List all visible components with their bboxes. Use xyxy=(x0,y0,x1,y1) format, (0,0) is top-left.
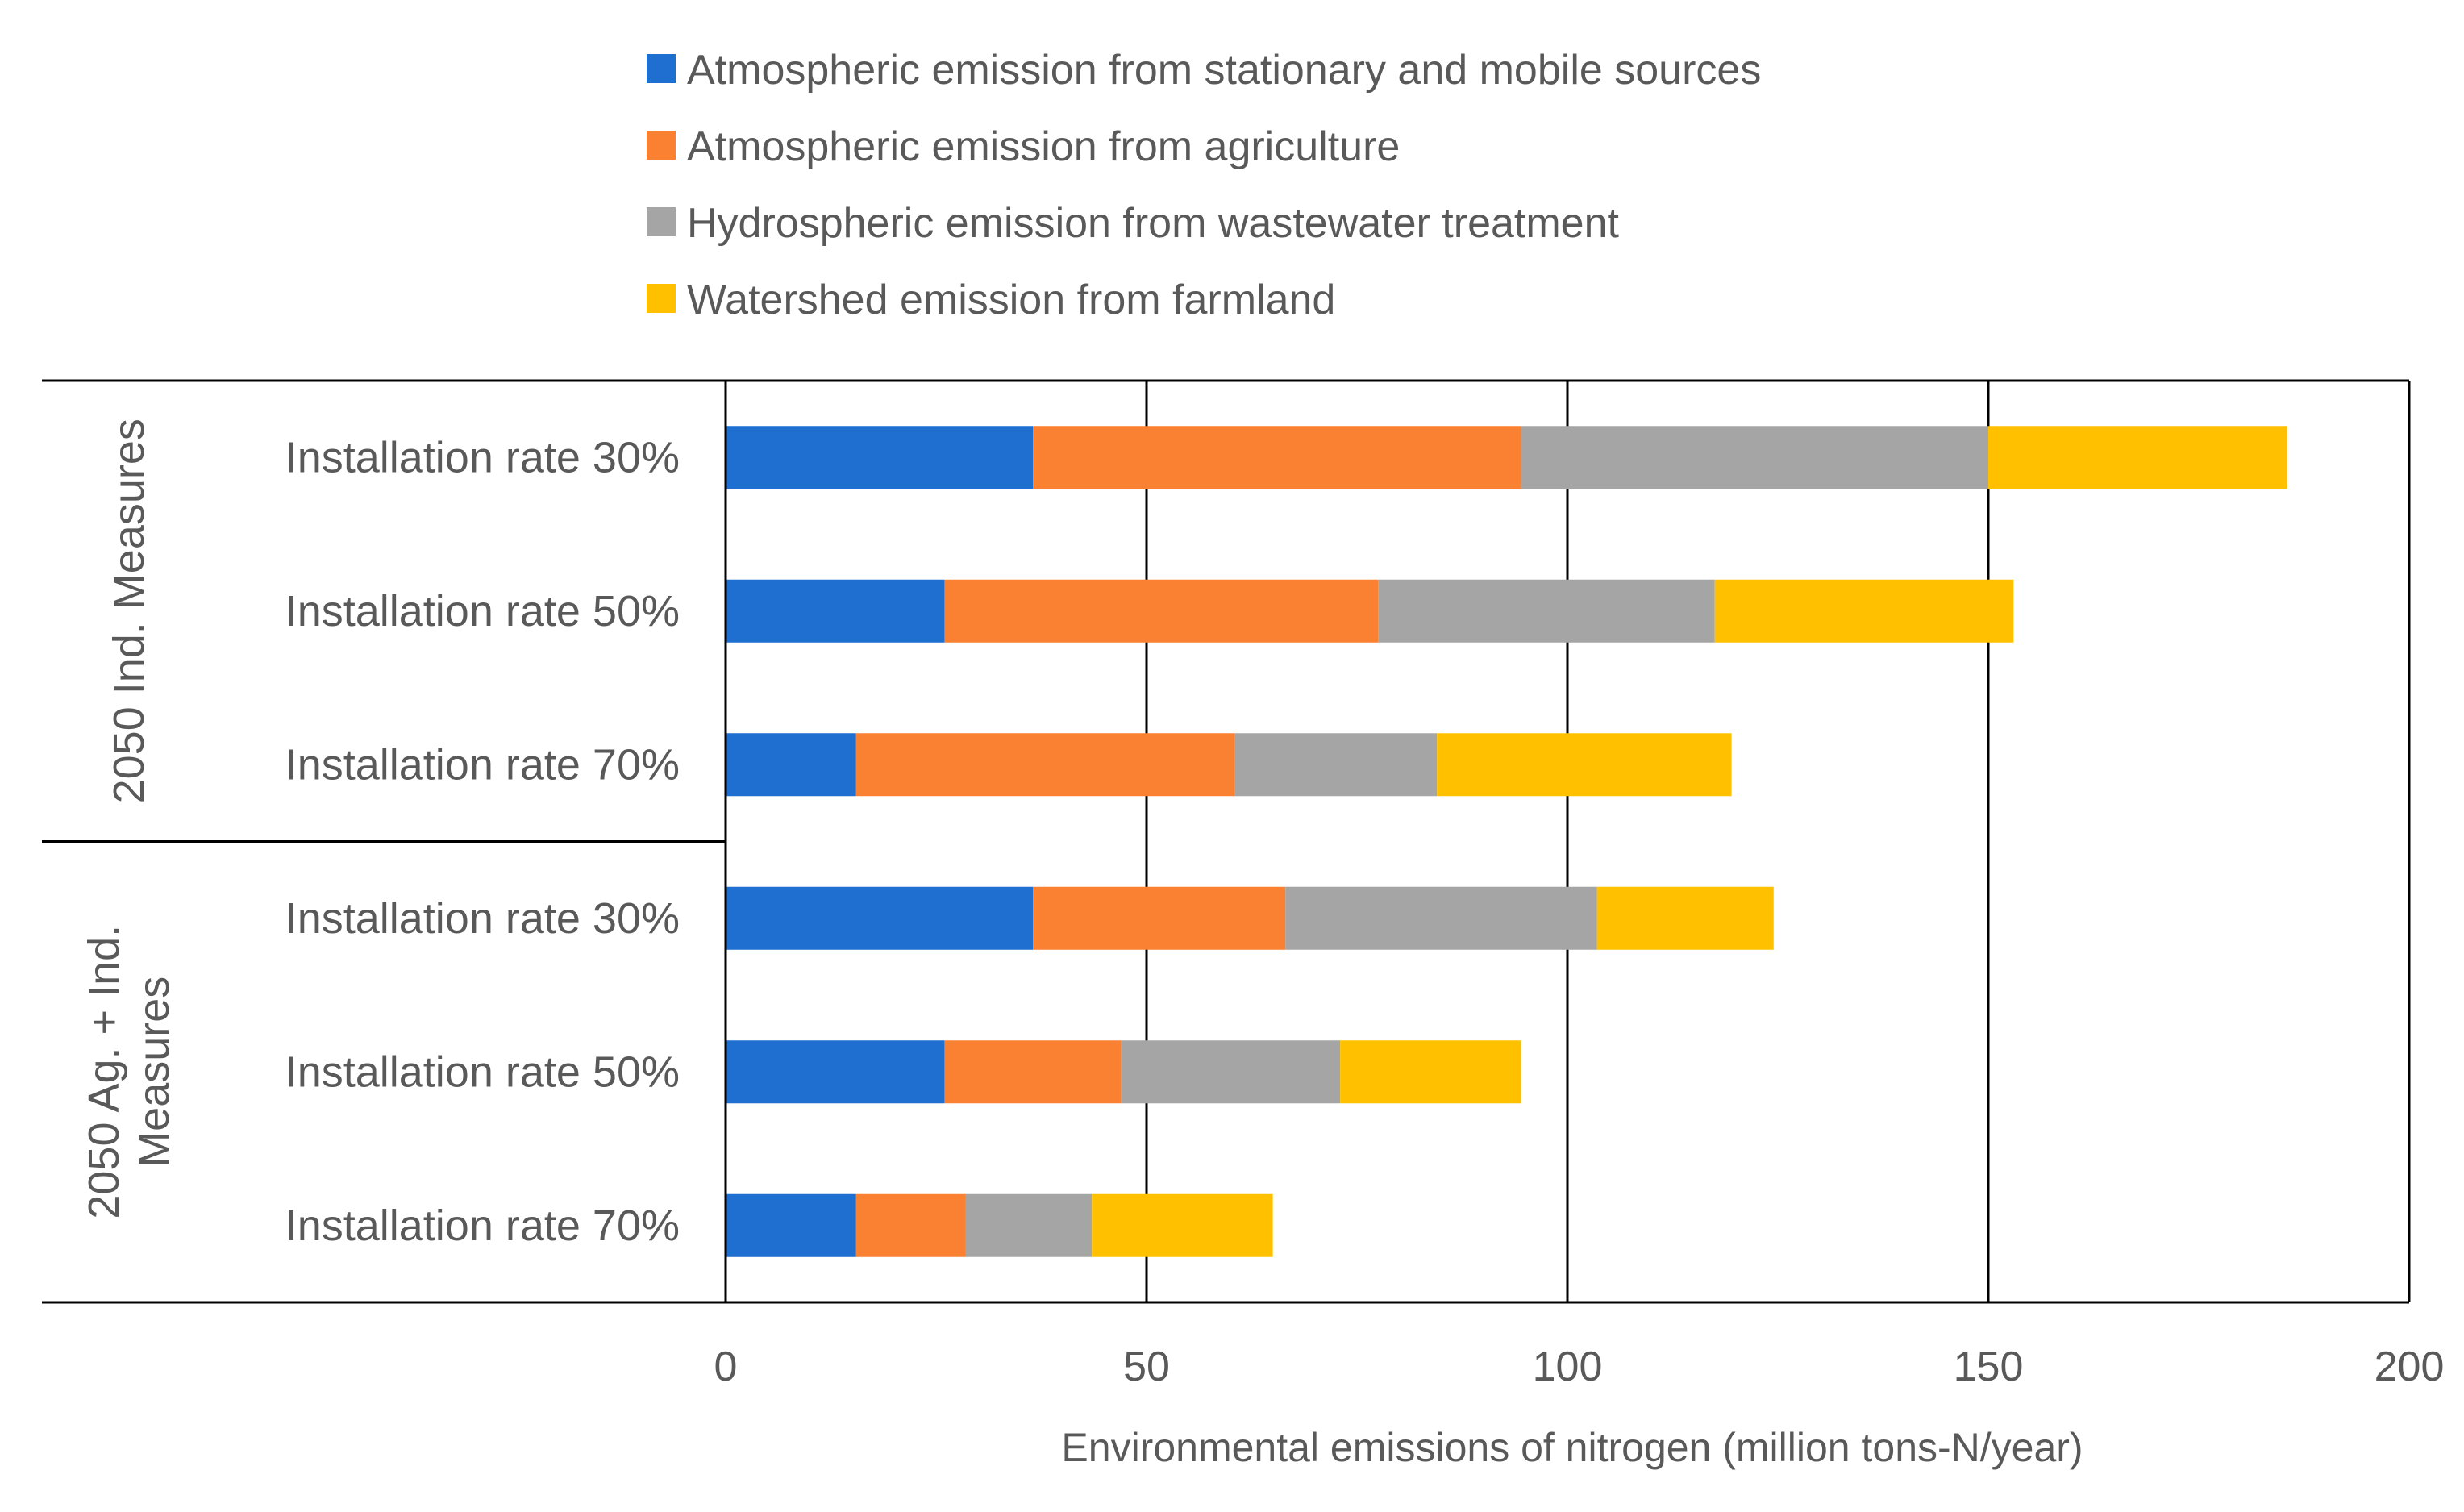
x-tick-200: 200 xyxy=(2375,1343,2445,1390)
group-label-2-line1: 2050 Ag. + Ind. xyxy=(80,925,128,1219)
bar-row3-series2 xyxy=(855,733,1235,797)
bar-row3-series1 xyxy=(726,733,856,797)
bar-row3-series3 xyxy=(1234,733,1438,797)
legend-swatch-1 xyxy=(647,54,676,83)
category-label-2: Installation rate 50% xyxy=(285,587,680,635)
legend-swatch-2 xyxy=(647,131,676,160)
bar-row6-series4 xyxy=(1092,1193,1273,1257)
legend-swatch-4 xyxy=(647,284,676,313)
legend-label-4: Watershed emission from farmland xyxy=(687,277,1335,323)
bar-row4-series2 xyxy=(1033,886,1286,950)
bar-row2-series2 xyxy=(944,579,1379,643)
bar-row5-series4 xyxy=(1340,1040,1521,1104)
bar-row1-series1 xyxy=(726,426,1034,489)
bar-row1-series2 xyxy=(1033,426,1521,489)
bar-row5-series3 xyxy=(1121,1040,1341,1104)
bar-row2-series3 xyxy=(1378,579,1715,643)
legend-swatch-3 xyxy=(647,207,676,236)
bar-row6-series3 xyxy=(965,1193,1093,1257)
group-label-2-line2: Measures xyxy=(130,977,178,1168)
x-tick-labels: 0 50 100 150 200 xyxy=(714,1343,2445,1390)
category-labels: Installation rate 30% Installation rate 5… xyxy=(285,433,680,1250)
bar-row2-series1 xyxy=(726,579,945,643)
bar-row1-series3 xyxy=(1521,426,1988,489)
legend-label-2: Atmospheric emission from agriculture xyxy=(687,123,1400,170)
category-label-1: Installation rate 30% xyxy=(285,433,680,481)
legend-label-3: Hydrospheric emission from wastewater tr… xyxy=(687,200,1620,247)
gridlines xyxy=(1145,381,1990,1302)
bar-row3-series4 xyxy=(1437,733,1732,797)
bar-row6-series1 xyxy=(726,1193,856,1257)
bars xyxy=(726,426,2287,1257)
bar-row4-series3 xyxy=(1285,886,1597,950)
bar-row2-series4 xyxy=(1714,579,2014,643)
plot-frame xyxy=(42,379,2411,1304)
group-label-1: 2050 Ind. Measures xyxy=(105,419,153,803)
bar-row4-series1 xyxy=(726,886,1034,950)
bar-row5-series1 xyxy=(726,1040,945,1104)
x-tick-150: 150 xyxy=(1954,1343,2024,1390)
category-label-4: Installation rate 30% xyxy=(285,894,680,943)
x-tick-0: 0 xyxy=(714,1343,738,1390)
bar-row6-series2 xyxy=(855,1193,966,1257)
bar-row5-series2 xyxy=(944,1040,1122,1104)
x-axis-title: Environmental emissions of nitrogen (mil… xyxy=(1061,1425,2083,1470)
group-labels: 2050 Ind. Measures 2050 Ag. + Ind. Measure… xyxy=(80,419,178,1219)
bar-row1-series4 xyxy=(1988,426,2287,489)
x-tick-50: 50 xyxy=(1123,1343,1170,1390)
x-tick-100: 100 xyxy=(1533,1343,1603,1390)
category-label-3: Installation rate 70% xyxy=(285,740,680,789)
legend: Atmospheric emission from stationary and… xyxy=(647,47,1761,323)
category-label-5: Installation rate 50% xyxy=(285,1048,680,1096)
bar-row4-series4 xyxy=(1596,886,1774,950)
category-label-6: Installation rate 70% xyxy=(285,1202,680,1250)
legend-label-1: Atmospheric emission from stationary and… xyxy=(687,47,1761,94)
